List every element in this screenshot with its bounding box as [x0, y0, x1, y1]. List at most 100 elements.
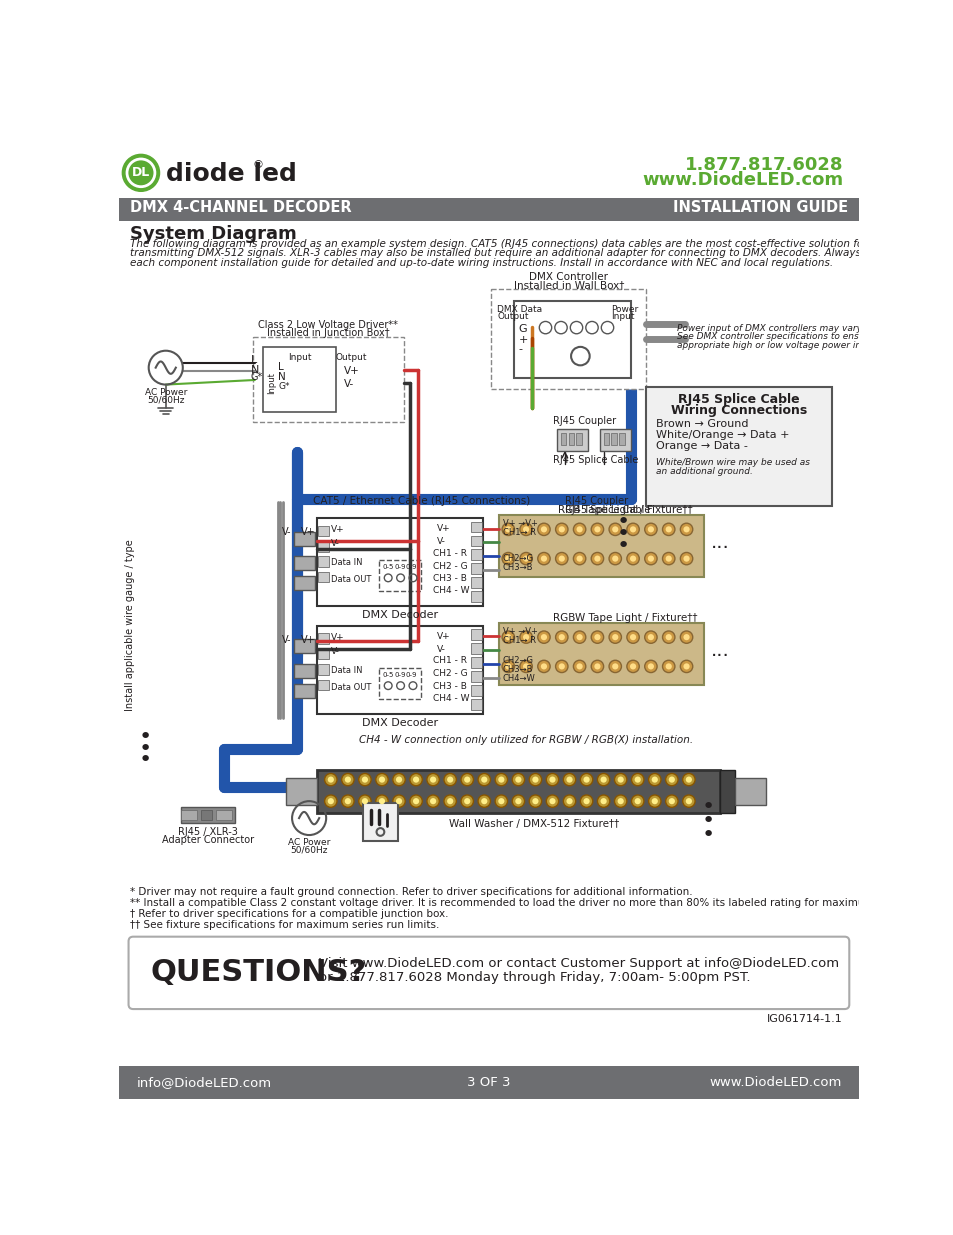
- Bar: [568, 433, 574, 446]
- Text: IG061714-1.1: IG061714-1.1: [766, 1014, 842, 1025]
- Text: •: •: [700, 825, 714, 845]
- Text: 0-9: 0-9: [394, 564, 405, 571]
- Circle shape: [661, 631, 674, 643]
- Circle shape: [579, 773, 592, 785]
- Circle shape: [505, 556, 511, 562]
- Circle shape: [576, 556, 582, 562]
- Circle shape: [617, 777, 623, 783]
- Text: AC Power: AC Power: [288, 839, 330, 847]
- Text: V-: V-: [282, 527, 292, 537]
- Circle shape: [361, 798, 368, 804]
- Text: V+ →V+: V+ →V+: [502, 627, 537, 636]
- Circle shape: [540, 663, 546, 669]
- Text: G*: G*: [278, 383, 290, 391]
- Text: CH4 - W: CH4 - W: [433, 694, 469, 703]
- Circle shape: [519, 524, 532, 536]
- Circle shape: [682, 795, 695, 808]
- Bar: [318, 572, 329, 583]
- Circle shape: [555, 524, 567, 536]
- Text: •: •: [616, 536, 629, 556]
- Bar: [599, 430, 630, 451]
- Text: info@DiodeLED.com: info@DiodeLED.com: [136, 1076, 272, 1089]
- Text: 0-9: 0-9: [394, 672, 405, 678]
- Text: each component installation guide for detailed and up-to-date wiring instruction: each component installation guide for de…: [130, 258, 832, 268]
- Bar: [318, 634, 329, 645]
- Circle shape: [529, 773, 541, 785]
- Circle shape: [358, 795, 371, 808]
- Circle shape: [644, 552, 657, 564]
- Text: •: •: [616, 524, 629, 543]
- Text: DMX Controller: DMX Controller: [529, 272, 608, 282]
- Text: RJ45 Splice Cable: RJ45 Splice Cable: [678, 393, 800, 406]
- Text: ®: ®: [253, 161, 263, 170]
- Circle shape: [430, 777, 436, 783]
- Circle shape: [447, 777, 453, 783]
- Text: Data OUT: Data OUT: [331, 683, 371, 692]
- Text: an additional ground.: an additional ground.: [655, 467, 752, 475]
- Circle shape: [626, 661, 639, 673]
- Text: Class 2 Low Voltage Driver**: Class 2 Low Voltage Driver**: [258, 320, 397, 330]
- Text: V+: V+: [436, 632, 450, 641]
- Text: DMX Decoder: DMX Decoder: [362, 718, 437, 727]
- Text: Brown → Ground: Brown → Ground: [655, 419, 747, 430]
- Circle shape: [612, 663, 618, 669]
- Circle shape: [631, 773, 643, 785]
- Circle shape: [558, 556, 564, 562]
- Text: www.DiodeLED.com: www.DiodeLED.com: [708, 1076, 841, 1089]
- Circle shape: [594, 634, 599, 640]
- Circle shape: [665, 526, 671, 532]
- Bar: [181, 806, 235, 824]
- Circle shape: [576, 634, 582, 640]
- Text: See DMX controller specifications to ensure: See DMX controller specifications to ens…: [677, 332, 873, 341]
- Circle shape: [393, 773, 405, 785]
- Bar: [200, 810, 212, 820]
- Text: CH2 - G: CH2 - G: [433, 562, 467, 571]
- Bar: [119, 199, 858, 221]
- Circle shape: [324, 773, 336, 785]
- Circle shape: [497, 777, 504, 783]
- Text: RJ45 Splice Cable: RJ45 Splice Cable: [553, 454, 638, 464]
- Text: 0-9: 0-9: [406, 672, 417, 678]
- Text: V+: V+: [331, 634, 344, 642]
- Circle shape: [626, 552, 639, 564]
- Text: www.DiodeLED.com: www.DiodeLED.com: [641, 172, 842, 189]
- Circle shape: [651, 777, 658, 783]
- Text: RGBW Tape Light / Fixture††: RGBW Tape Light / Fixture††: [552, 613, 697, 622]
- Text: Data IN: Data IN: [331, 558, 362, 567]
- Circle shape: [480, 777, 487, 783]
- Text: •: •: [138, 739, 152, 758]
- Text: RGB Tape Light / Fixture††: RGB Tape Light / Fixture††: [558, 505, 692, 515]
- Circle shape: [608, 524, 620, 536]
- Text: CH2→G: CH2→G: [502, 656, 534, 664]
- Bar: [318, 526, 329, 536]
- Circle shape: [579, 795, 592, 808]
- Circle shape: [648, 795, 660, 808]
- Bar: [471, 643, 481, 655]
- Circle shape: [512, 795, 524, 808]
- Bar: [720, 771, 735, 813]
- Circle shape: [626, 631, 639, 643]
- Circle shape: [460, 773, 473, 785]
- Circle shape: [665, 556, 671, 562]
- Circle shape: [634, 777, 640, 783]
- Bar: [498, 624, 703, 685]
- Bar: [471, 550, 481, 561]
- Text: DMX 4-CHANNEL DECODER: DMX 4-CHANNEL DECODER: [130, 200, 352, 215]
- Circle shape: [512, 773, 524, 785]
- Circle shape: [375, 795, 388, 808]
- Circle shape: [328, 798, 334, 804]
- Circle shape: [679, 552, 692, 564]
- Circle shape: [537, 631, 550, 643]
- Circle shape: [522, 526, 529, 532]
- Circle shape: [378, 777, 385, 783]
- Circle shape: [549, 798, 555, 804]
- Text: QUESTIONS?: QUESTIONS?: [150, 958, 366, 987]
- Circle shape: [410, 773, 422, 785]
- Circle shape: [608, 661, 620, 673]
- Text: V-: V-: [344, 379, 354, 389]
- Text: V+: V+: [301, 635, 315, 645]
- Circle shape: [529, 795, 541, 808]
- Circle shape: [629, 634, 636, 640]
- Circle shape: [505, 634, 511, 640]
- Circle shape: [358, 773, 371, 785]
